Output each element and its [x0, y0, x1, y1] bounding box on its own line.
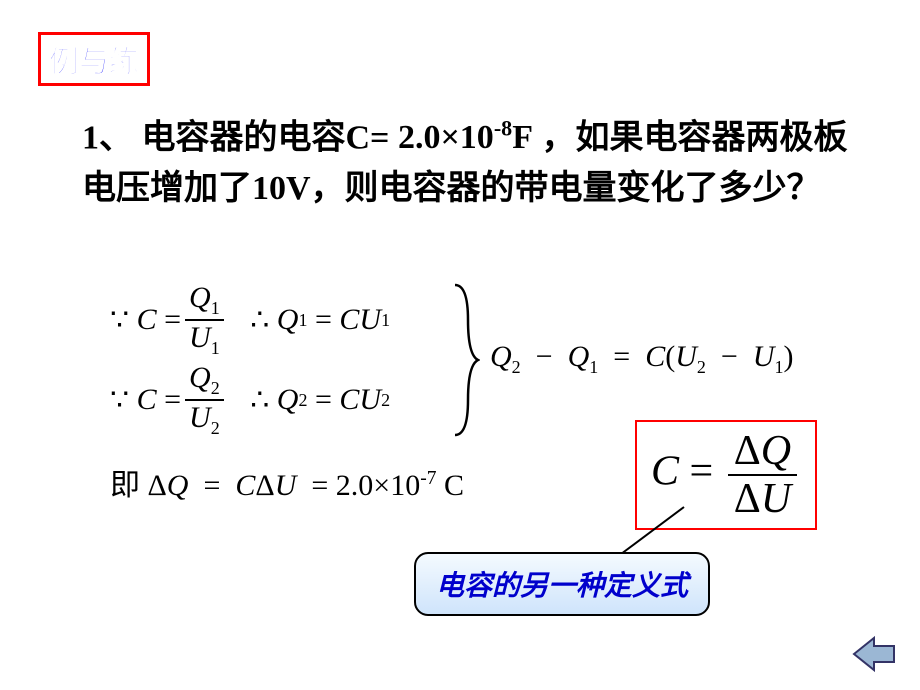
back-arrow-button[interactable]: [850, 634, 898, 674]
U2n: U: [189, 401, 211, 434]
result-line: 即 ΔQ = CΔU = 2.0×10-7 C: [110, 460, 464, 504]
CU1s: 1: [381, 310, 390, 331]
callout-box: 电容的另一种定义式: [414, 552, 710, 616]
cq2: 2: [512, 357, 521, 377]
q-value: 2.0×10: [398, 119, 494, 156]
Q1s: 1: [211, 298, 220, 318]
CU2: CU: [339, 383, 381, 417]
because-2: ∵: [110, 383, 129, 418]
ji: 即: [110, 469, 140, 502]
res-val: = 2.0×10: [311, 469, 420, 502]
badge-text: 例与练: [49, 46, 139, 79]
U2s: 2: [211, 418, 220, 438]
dq-q: Q: [167, 469, 189, 502]
Q1r: Q: [277, 303, 299, 337]
res-eq: =: [203, 469, 220, 502]
du-u: U: [275, 469, 297, 502]
back-arrow-icon: [850, 634, 898, 674]
example-badge: 例与练: [38, 32, 150, 86]
Q2r: Q: [277, 383, 299, 417]
q-unit: F: [512, 119, 533, 156]
cq1: 1: [589, 357, 598, 377]
therefore-1: ∴: [250, 303, 269, 338]
brace-svg: [450, 280, 480, 440]
Q2n: Q: [189, 361, 211, 394]
eq-1b: =: [315, 303, 332, 337]
dq-d: Δ: [148, 469, 167, 502]
Q1n: Q: [189, 281, 211, 314]
box-frac: ΔQ ΔU: [728, 428, 797, 522]
eq-1: =: [164, 303, 181, 337]
U1n: U: [189, 321, 211, 354]
box-lhs: C: [651, 449, 679, 495]
combined-eq: Q2 − Q1 = C(U2 − U1): [490, 340, 793, 378]
q-prefix: 1、 电容器的电容C=: [82, 119, 398, 156]
Q1rs: 1: [298, 310, 307, 331]
callout-text: 电容的另一种定义式: [436, 571, 688, 602]
Q2rs: 2: [298, 390, 307, 411]
cu2: 2: [697, 357, 706, 377]
res-unit: C: [444, 469, 464, 502]
du-d: Δ: [255, 469, 274, 502]
eq-2: =: [164, 383, 181, 417]
C-2: C: [137, 383, 157, 417]
eq-2b: =: [315, 383, 332, 417]
frac-1: Q1 U1: [185, 283, 224, 357]
q-exp: -8: [494, 116, 512, 141]
because-1: ∵: [110, 303, 129, 338]
res-c: C: [235, 469, 255, 502]
box-eq: =: [690, 449, 714, 495]
Q2s: 2: [211, 378, 220, 398]
C-1: C: [137, 303, 157, 337]
therefore-2: ∴: [250, 383, 269, 418]
CU1: CU: [339, 303, 381, 337]
question-text: 1、 电容器的电容C= 2.0×10-8F ，如果电容器两极板电压增加了10V，…: [82, 112, 870, 214]
res-exp: -7: [420, 468, 436, 489]
frac-2: Q2 U2: [185, 363, 224, 437]
right-brace: [450, 280, 480, 440]
U1s: 1: [211, 338, 220, 358]
CU2s: 2: [381, 390, 390, 411]
